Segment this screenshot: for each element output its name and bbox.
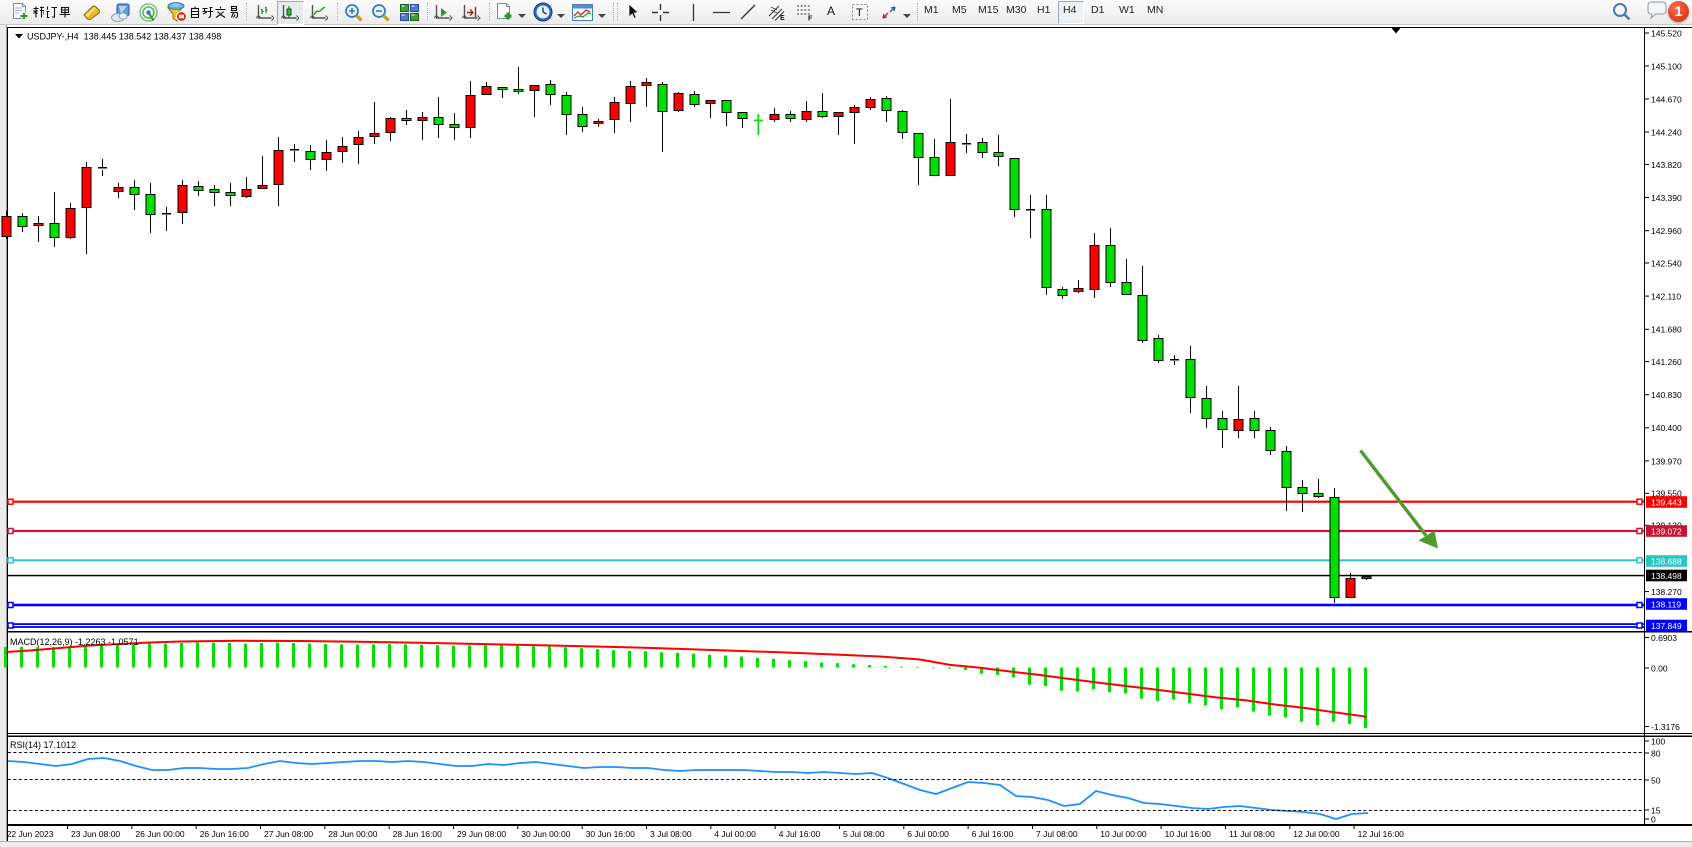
svg-text:139.072: 139.072 [1651, 527, 1682, 537]
svg-text:10 Jul 16:00: 10 Jul 16:00 [1165, 829, 1212, 839]
svg-text:6 Jul 00:00: 6 Jul 00:00 [907, 829, 949, 839]
svg-text:139.443: 139.443 [1651, 498, 1682, 508]
svg-text:138.119: 138.119 [1651, 600, 1681, 610]
svg-text:28 Jun 00:00: 28 Jun 00:00 [328, 829, 377, 839]
svg-text:E: E [780, 15, 785, 21]
svg-text:143.390: 143.390 [1651, 193, 1682, 203]
svg-text:11 Jul 08:00: 11 Jul 08:00 [1229, 829, 1275, 839]
svg-text:12 Jul 00:00: 12 Jul 00:00 [1293, 829, 1340, 839]
svg-text:142.960: 142.960 [1651, 226, 1682, 236]
svg-text:100: 100 [1651, 736, 1665, 746]
svg-text:26 Jun 16:00: 26 Jun 16:00 [200, 829, 249, 839]
svg-text:145.520: 145.520 [1651, 28, 1682, 38]
svg-text:0.00: 0.00 [1651, 663, 1668, 673]
svg-text:23 Jun 08:00: 23 Jun 08:00 [71, 829, 120, 839]
svg-text:29 Jun 08:00: 29 Jun 08:00 [457, 829, 506, 839]
svg-text:50: 50 [1651, 775, 1661, 785]
svg-text:141.260: 141.260 [1651, 357, 1682, 367]
svg-text:139.550: 139.550 [1651, 489, 1682, 499]
svg-text:30 Jun 00:00: 30 Jun 00:00 [521, 829, 570, 839]
svg-text:0.6903: 0.6903 [1651, 633, 1677, 643]
svg-text:30 Jun 16:00: 30 Jun 16:00 [586, 829, 635, 839]
svg-text:28 Jun 16:00: 28 Jun 16:00 [393, 829, 442, 839]
svg-text:15: 15 [1651, 805, 1661, 815]
svg-text:142.110: 142.110 [1651, 292, 1681, 302]
svg-text:140.400: 140.400 [1651, 423, 1682, 433]
svg-text:139.970: 139.970 [1651, 456, 1682, 466]
svg-text:4 Jul 00:00: 4 Jul 00:00 [714, 829, 756, 839]
svg-text:6 Jul 16:00: 6 Jul 16:00 [972, 829, 1014, 839]
svg-text:142.540: 142.540 [1651, 258, 1682, 268]
svg-text:T: T [856, 7, 863, 19]
svg-text:USDJPY-,H4 138.445 138.542 13: USDJPY-,H4 138.445 138.542 138.437 138.4… [27, 32, 221, 42]
svg-text:80: 80 [1651, 748, 1661, 758]
svg-text:RSI(14) 17.1012: RSI(14) 17.1012 [10, 740, 76, 750]
svg-text:26 Jun 00:00: 26 Jun 00:00 [135, 829, 184, 839]
svg-text:138.498: 138.498 [1651, 571, 1682, 581]
svg-text:-1.3176: -1.3176 [1651, 722, 1680, 732]
svg-text:F: F [808, 15, 813, 21]
svg-text:143.820: 143.820 [1651, 160, 1682, 170]
svg-text:144.670: 144.670 [1651, 94, 1682, 104]
svg-text:3 Jul 08:00: 3 Jul 08:00 [650, 829, 692, 839]
svg-text:22 Jun 2023: 22 Jun 2023 [7, 829, 54, 839]
svg-text:144.240: 144.240 [1651, 127, 1682, 137]
svg-text:145.100: 145.100 [1651, 61, 1682, 71]
svg-text:0: 0 [1651, 814, 1656, 824]
svg-text:138.688: 138.688 [1651, 557, 1682, 567]
svg-text:141.680: 141.680 [1651, 325, 1682, 335]
svg-text:10 Jul 00:00: 10 Jul 00:00 [1100, 829, 1147, 839]
svg-text:5 Jul 08:00: 5 Jul 08:00 [843, 829, 885, 839]
svg-text:27 Jun 08:00: 27 Jun 08:00 [264, 829, 313, 839]
svg-text:7 Jul 08:00: 7 Jul 08:00 [1036, 829, 1078, 839]
svg-text:MACD(12,26,9) -1.2263 -1.0571: MACD(12,26,9) -1.2263 -1.0571 [10, 637, 139, 647]
svg-text:138.270: 138.270 [1651, 587, 1682, 597]
svg-text:140.830: 140.830 [1651, 390, 1682, 400]
svg-text:4 Jul 16:00: 4 Jul 16:00 [779, 829, 821, 839]
svg-text:137.849: 137.849 [1651, 621, 1682, 631]
svg-text:12 Jul 16:00: 12 Jul 16:00 [1358, 829, 1405, 839]
